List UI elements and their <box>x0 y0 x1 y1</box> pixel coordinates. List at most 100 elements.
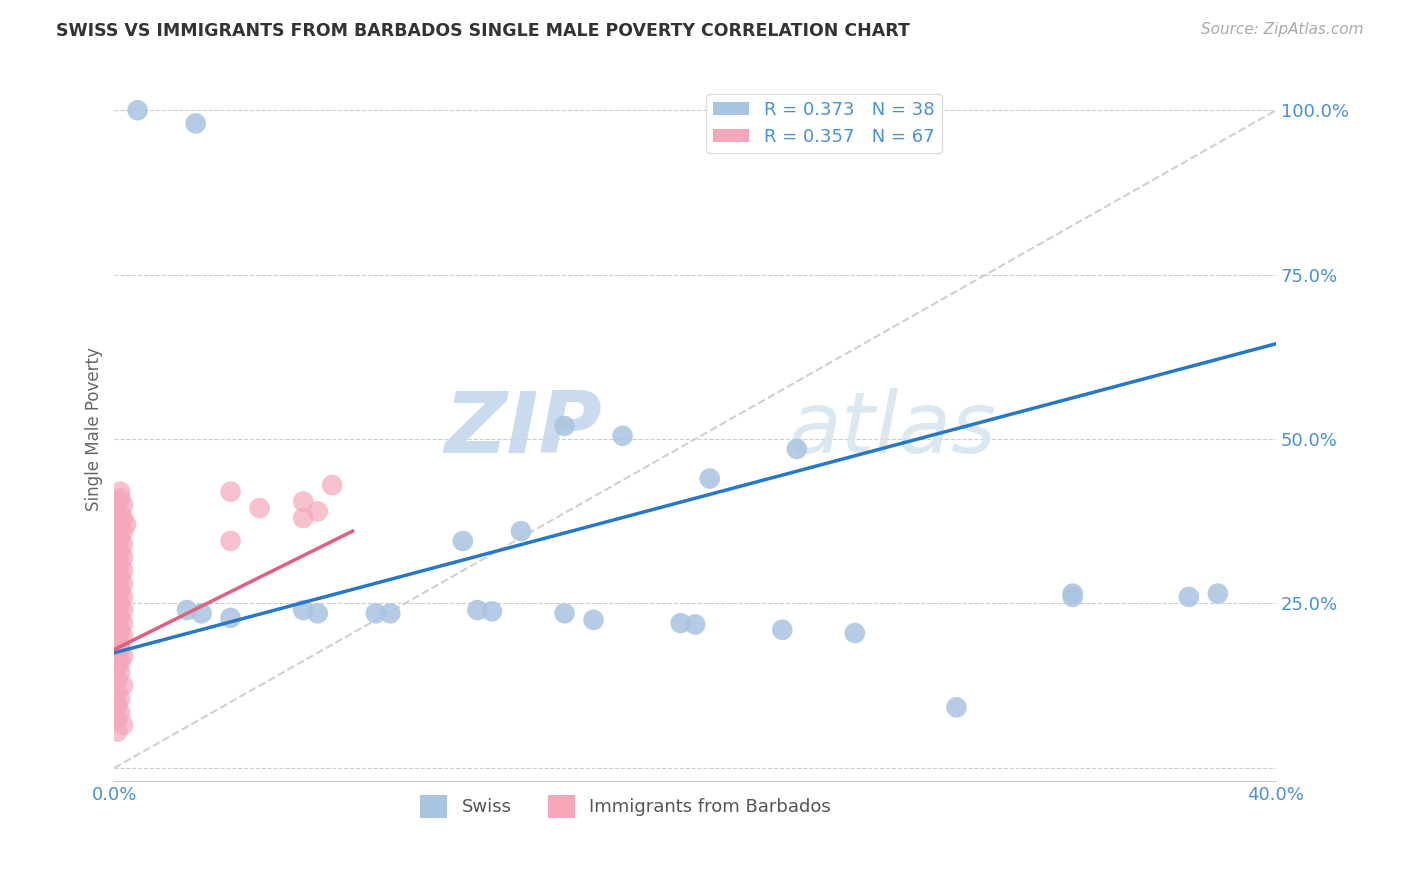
Point <box>105 619 128 633</box>
Text: SWISS VS IMMIGRANTS FROM BARBADOS SINGLE MALE POVERTY CORRELATION CHART: SWISS VS IMMIGRANTS FROM BARBADOS SINGLE… <box>56 22 910 40</box>
Point <box>582 613 605 627</box>
Point <box>105 547 128 561</box>
Point <box>105 639 128 653</box>
Point <box>105 672 128 686</box>
Legend: Swiss, Immigrants from Barbados: Swiss, Immigrants from Barbados <box>413 789 838 825</box>
Point <box>112 590 135 604</box>
Point <box>481 604 503 618</box>
Point <box>112 498 135 512</box>
Point <box>105 501 128 516</box>
Point <box>110 508 132 522</box>
Point <box>110 597 132 611</box>
Point <box>110 570 132 584</box>
Point <box>105 527 128 541</box>
Text: Source: ZipAtlas.com: Source: ZipAtlas.com <box>1201 22 1364 37</box>
Point <box>219 611 242 625</box>
Point <box>105 646 128 660</box>
Point <box>105 574 128 588</box>
Point <box>110 705 132 719</box>
Point <box>110 665 132 680</box>
Point <box>112 537 135 551</box>
Point <box>219 533 242 548</box>
Point <box>292 511 315 525</box>
Point <box>1323 281 1346 295</box>
Point <box>105 494 128 508</box>
Point <box>110 623 132 637</box>
Point <box>612 429 634 443</box>
Point <box>249 501 271 516</box>
Point <box>105 659 128 673</box>
Point <box>112 616 135 631</box>
Point <box>110 636 132 650</box>
Point <box>127 103 149 118</box>
Point <box>554 607 576 621</box>
Point <box>786 442 808 456</box>
Point <box>190 607 212 621</box>
Point <box>105 533 128 548</box>
Point <box>105 698 128 713</box>
Point <box>1178 590 1201 604</box>
Point <box>110 557 132 571</box>
Point <box>110 531 132 545</box>
Point <box>105 580 128 594</box>
Point <box>110 521 132 535</box>
Point <box>112 648 135 663</box>
Point <box>105 685 128 699</box>
Text: atlas: atlas <box>789 388 995 471</box>
Point <box>112 550 135 565</box>
Y-axis label: Single Male Poverty: Single Male Poverty <box>86 347 103 511</box>
Point <box>110 484 132 499</box>
Point <box>1062 590 1084 604</box>
Point <box>105 724 128 739</box>
Point <box>105 586 128 600</box>
Point <box>112 603 135 617</box>
Point <box>105 514 128 528</box>
Point <box>105 632 128 647</box>
Point <box>742 123 765 137</box>
Point <box>110 544 132 558</box>
Point <box>105 593 128 607</box>
Point <box>112 511 135 525</box>
Point <box>110 609 132 624</box>
Point <box>115 517 138 532</box>
Point <box>669 616 692 631</box>
Point <box>112 629 135 643</box>
Point <box>105 554 128 568</box>
Point <box>184 116 207 130</box>
Point <box>112 576 135 591</box>
Point <box>770 623 793 637</box>
Point <box>105 613 128 627</box>
Point <box>110 691 132 706</box>
Point <box>105 712 128 726</box>
Point <box>554 418 576 433</box>
Point <box>1206 586 1229 600</box>
Point <box>219 484 242 499</box>
Point <box>510 524 533 538</box>
Point <box>380 607 402 621</box>
Point <box>451 533 474 548</box>
Point <box>176 603 198 617</box>
Point <box>945 700 967 714</box>
Point <box>292 494 315 508</box>
Point <box>112 718 135 732</box>
Point <box>683 617 706 632</box>
Point <box>105 626 128 640</box>
Point <box>364 607 387 621</box>
Point <box>110 642 132 657</box>
Point <box>307 607 329 621</box>
Point <box>112 564 135 578</box>
Point <box>112 524 135 538</box>
Point <box>105 607 128 621</box>
Point <box>110 491 132 506</box>
Point <box>105 560 128 574</box>
Point <box>844 626 866 640</box>
Point <box>105 541 128 555</box>
Point <box>105 566 128 581</box>
Point <box>1062 586 1084 600</box>
Point <box>105 599 128 614</box>
Point <box>307 504 329 518</box>
Text: ZIP: ZIP <box>444 388 602 471</box>
Point <box>110 656 132 670</box>
Point <box>112 679 135 693</box>
Point <box>467 603 489 617</box>
